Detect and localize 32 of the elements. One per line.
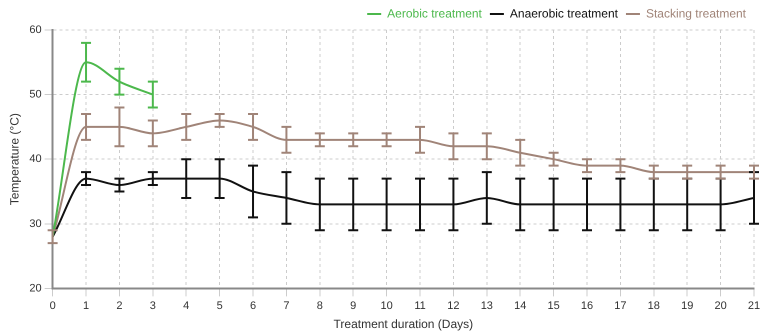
x-tick-label: 0	[50, 300, 56, 312]
x-tick-label: 5	[216, 300, 223, 312]
x-tick-label: 12	[447, 300, 460, 312]
y-tick-label: 20	[29, 282, 42, 294]
x-tick-label: 4	[183, 300, 190, 312]
x-tick-label: 6	[250, 300, 256, 312]
x-tick-label: 16	[580, 300, 594, 312]
legend-label: Aerobic treatment	[387, 6, 483, 20]
x-tick-label: 21	[748, 300, 760, 312]
legend-label: Anaerobic treatment	[510, 6, 619, 20]
x-tick-label: 9	[350, 300, 356, 312]
x-tick-label: 2	[116, 300, 122, 312]
y-axis-title: Temperature (°C)	[8, 113, 22, 206]
x-tick-label: 17	[614, 300, 627, 312]
x-tick-label: 10	[380, 300, 393, 312]
legend-label: Stacking treatment	[646, 6, 747, 20]
y-tick-label: 60	[29, 24, 42, 36]
x-tick-label: 3	[150, 300, 156, 312]
x-tick-label: 18	[648, 300, 660, 312]
x-axis-title: Treatment duration (Days)	[334, 317, 474, 332]
x-tick-label: 13	[480, 300, 493, 312]
x-tick-label: 19	[681, 300, 694, 312]
x-tick-label: 11	[414, 300, 426, 312]
y-tick-label: 50	[29, 88, 42, 101]
x-tick-label: 14	[514, 300, 526, 312]
x-tick-label: 1	[82, 300, 90, 312]
x-tick-label: 20	[714, 300, 727, 312]
y-tick-label: 40	[29, 153, 42, 166]
x-tick-label: 15	[547, 300, 560, 312]
x-tick-label: 7	[283, 300, 290, 312]
y-tick-label: 30	[29, 218, 42, 230]
x-tick-label: 8	[316, 300, 323, 312]
